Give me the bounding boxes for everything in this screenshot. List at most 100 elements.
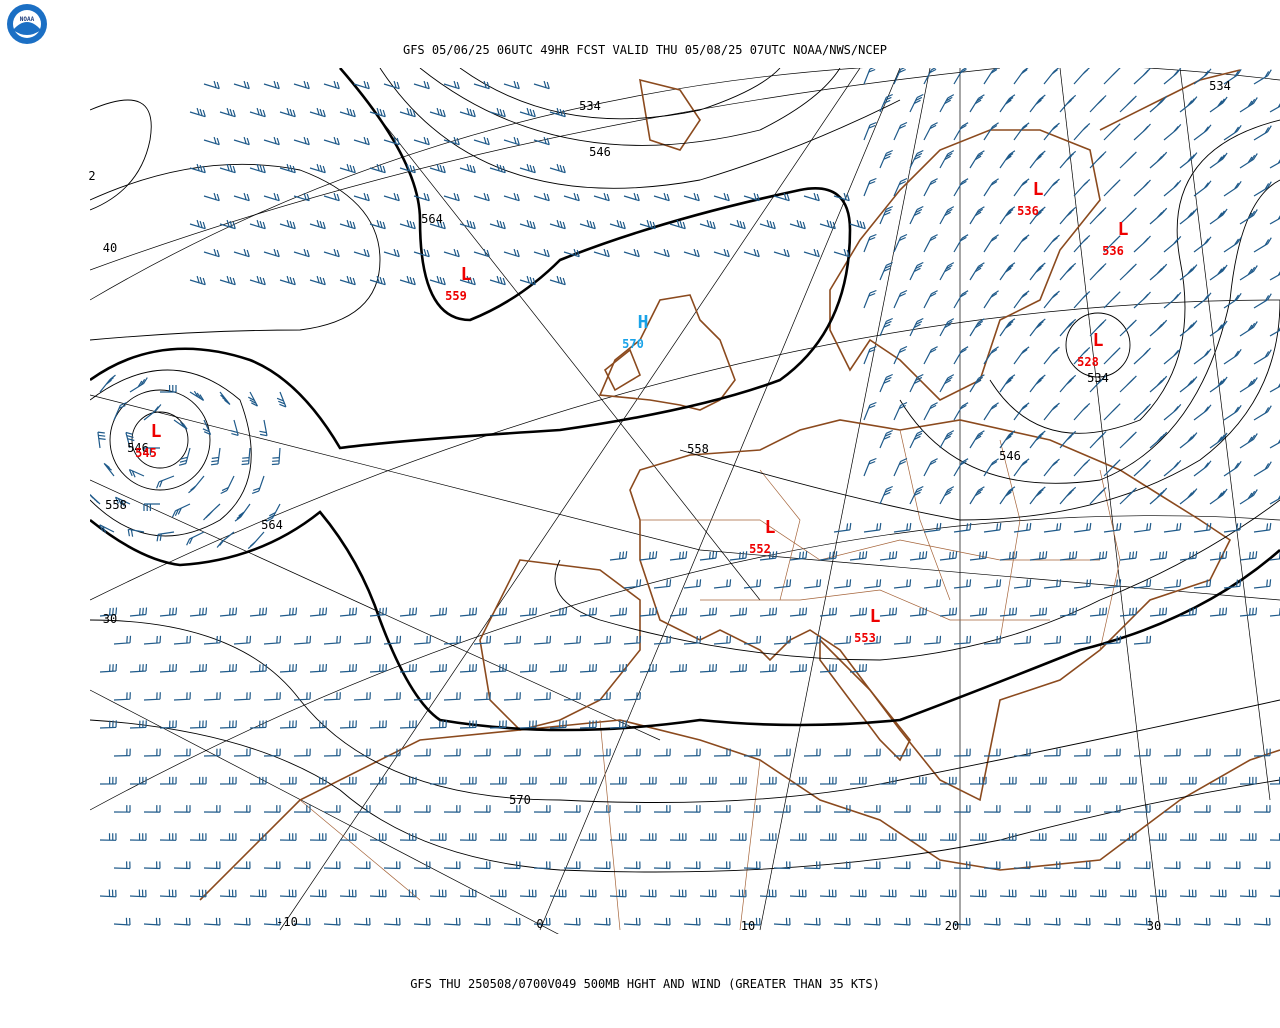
wind-barb: [99, 889, 117, 898]
wind-barb: [1043, 234, 1060, 253]
wind-barb: [293, 136, 310, 146]
wind-barb: [863, 861, 881, 870]
wind-barb: [593, 748, 611, 757]
wind-barb: [160, 385, 177, 393]
wind-barb: [863, 401, 877, 421]
wind-barb: [413, 861, 431, 870]
wind-barb: [188, 475, 205, 494]
wind-barb: [519, 663, 537, 673]
wind-barb: [879, 889, 897, 898]
wind-barb: [473, 805, 491, 813]
center-value: 559: [445, 289, 467, 303]
wind-barb: [923, 635, 942, 645]
wind-barb: [743, 861, 761, 870]
wind-barb: [1029, 833, 1047, 841]
wind-barb: [789, 219, 806, 230]
wind-barb: [443, 248, 460, 258]
wind-barb: [1103, 917, 1121, 926]
wind-barb: [1013, 917, 1031, 926]
wind-barb: [1029, 94, 1046, 113]
wind-barb: [803, 192, 820, 202]
wind-barb: [1089, 263, 1107, 281]
contour-thick: [90, 510, 1280, 732]
wind-barb: [1179, 551, 1198, 561]
wind-barb: [563, 861, 581, 870]
wind-barb: [489, 275, 506, 286]
wind-barb: [219, 107, 236, 118]
wind-barb: [399, 107, 416, 118]
wind-barb: [833, 805, 851, 813]
wind-barb: [563, 248, 580, 258]
wind-barb: [178, 447, 191, 466]
wind-barb: [519, 776, 537, 785]
wind-barb: [1223, 348, 1242, 365]
wind-barb: [759, 833, 777, 841]
wind-barb: [309, 889, 327, 898]
wind-barb: [923, 805, 941, 813]
wind-barb: [953, 458, 969, 477]
wind-barb: [623, 635, 642, 645]
wind-barb: [863, 748, 881, 757]
wind-barb: [459, 663, 477, 673]
wind-barb: [339, 889, 357, 898]
wind-barb: [249, 107, 266, 118]
wind-barb: [413, 917, 431, 926]
wind-barb: [533, 635, 552, 645]
wind-barb: [999, 776, 1017, 785]
wind-barb: [1043, 917, 1061, 926]
wind-barb: [863, 579, 882, 589]
wind-barb: [983, 402, 999, 421]
wind-barb: [549, 107, 566, 118]
contour-label: 570: [509, 793, 531, 807]
wind-barb: [1149, 207, 1168, 225]
wind-barb: [1059, 150, 1077, 169]
wind-barb: [383, 692, 401, 701]
wind-barb: [893, 345, 908, 365]
wind-barb: [1239, 489, 1258, 505]
wind-barb: [759, 663, 777, 673]
wind-barb: [1059, 486, 1077, 505]
wind-barb: [263, 80, 280, 90]
latitude-label: 40: [103, 241, 117, 255]
wind-barb: [939, 94, 955, 113]
wind-barb: [247, 531, 265, 550]
wind-barb: [729, 889, 747, 898]
wind-barb: [833, 579, 852, 589]
wind-barb: [879, 317, 893, 337]
wind-barb: [653, 748, 671, 757]
wind-barb: [1029, 486, 1046, 505]
wind-barb: [1193, 236, 1212, 253]
wind-barb: [1239, 97, 1258, 113]
wind-barb: [759, 776, 777, 785]
wind-barb: [339, 776, 357, 785]
longitude-label: 30: [1147, 919, 1161, 933]
wind-barb: [863, 917, 881, 926]
wind-barb: [233, 917, 251, 926]
wind-barb: [593, 861, 611, 870]
wind-barb: [729, 607, 748, 617]
wind-barb: [1089, 889, 1107, 898]
wind-barb: [383, 748, 401, 757]
wind-barb: [129, 663, 147, 673]
wind-barb: [953, 68, 968, 85]
wind-barb: [473, 635, 492, 645]
wind-barb: [1163, 180, 1182, 197]
wind-barb: [189, 889, 207, 898]
wind-barb: [983, 290, 999, 309]
wind-barb: [849, 833, 867, 841]
wind-barb: [1193, 348, 1212, 365]
wind-barb: [503, 917, 521, 926]
wind-barb: [953, 917, 971, 926]
wind-barb: [113, 748, 131, 757]
wind-barb: [713, 748, 731, 757]
wind-barb: [129, 607, 148, 617]
wind-barb: [216, 531, 235, 548]
wind-barb: [503, 136, 520, 146]
wind-barb: [833, 748, 851, 757]
wind-barb: [202, 419, 212, 436]
wind-barb: [189, 107, 206, 118]
wind-barb: [653, 192, 670, 202]
wind-barb: [593, 917, 611, 926]
wind-barb: [143, 447, 160, 455]
wind-barb: [339, 163, 356, 174]
